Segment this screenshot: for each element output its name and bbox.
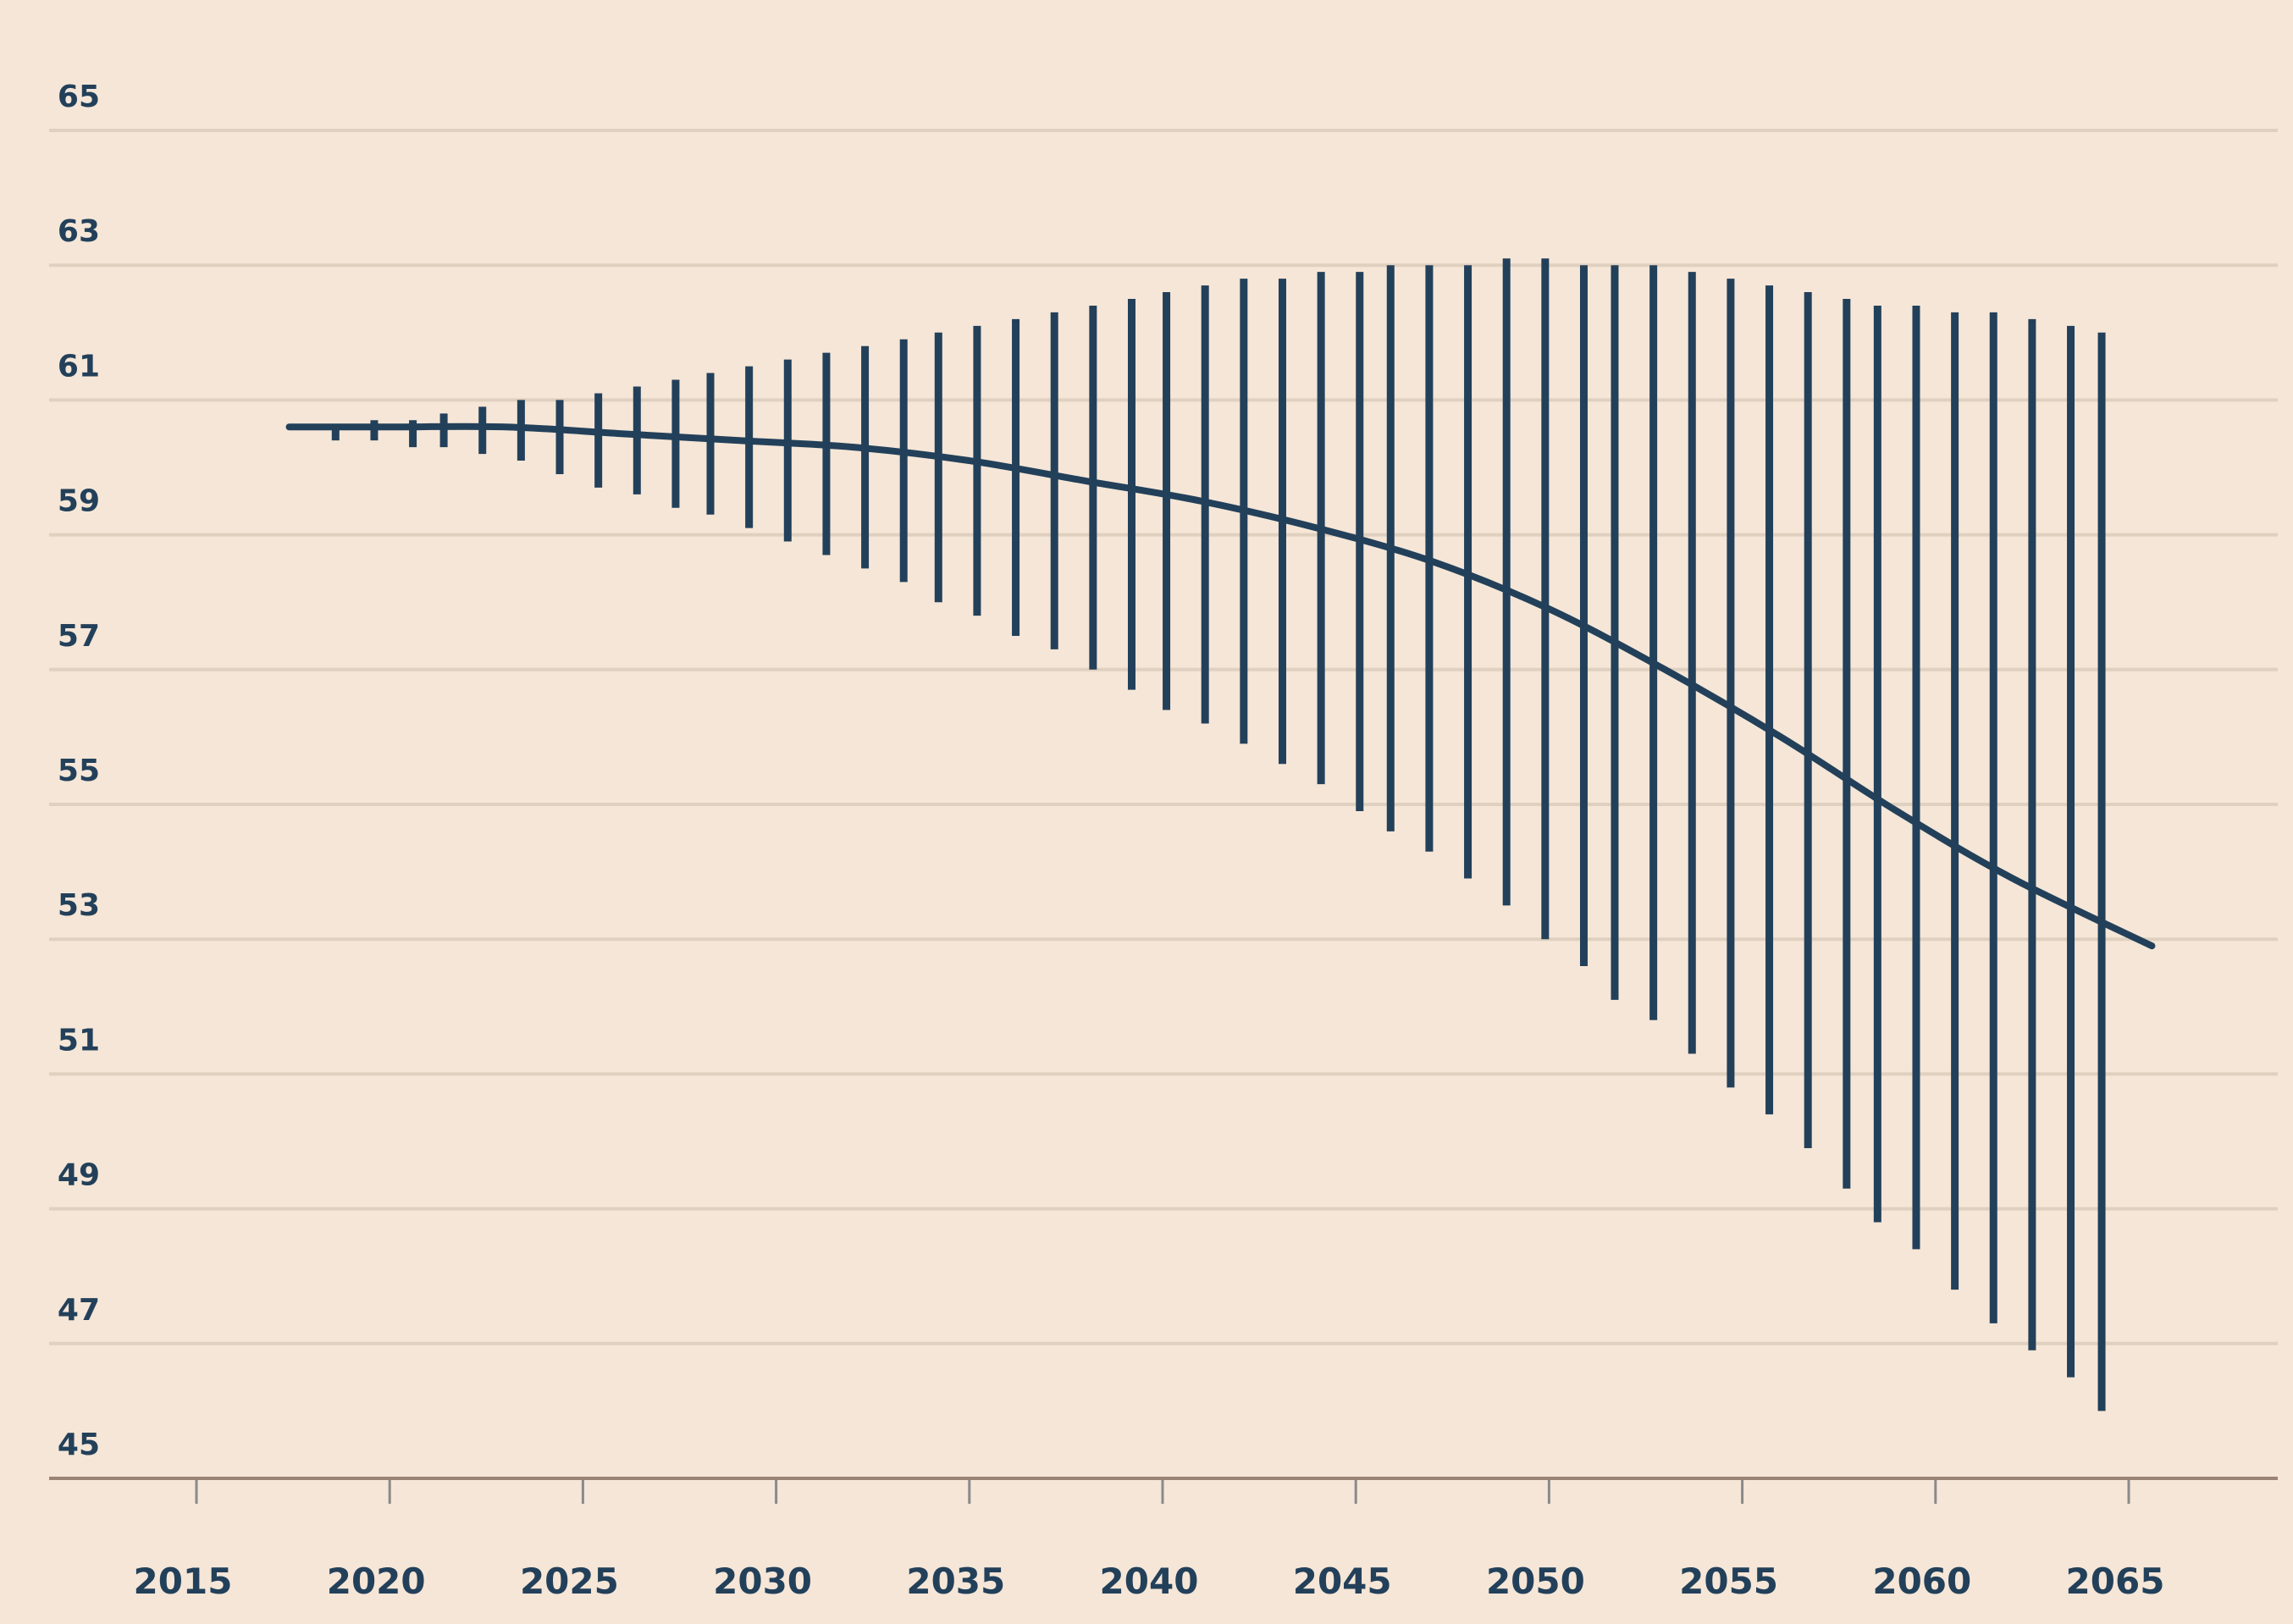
x-tick-label: 2065 <box>2066 1560 2165 1602</box>
y-axis-tick-labels: 45 47 49 51 53 55 57 59 61 63 65 <box>58 80 100 1462</box>
x-tick-label: 2025 <box>520 1560 619 1602</box>
y-tick-label: 47 <box>58 1293 100 1328</box>
central-projection-line <box>285 423 2156 950</box>
y-tick-label: 51 <box>58 1023 100 1058</box>
y-tick-label: 63 <box>58 214 100 249</box>
y-tick-label: 53 <box>58 888 100 923</box>
y-tick-label: 55 <box>58 754 100 788</box>
y-tick-label: 59 <box>58 484 100 519</box>
x-axis: 2015 2020 2025 2030 2035 2040 2045 2050 2055 2060… <box>49 1477 2278 1602</box>
central-line-group <box>285 423 2156 950</box>
y-tick-label: 61 <box>58 349 100 384</box>
x-tick-label: 2030 <box>713 1560 812 1602</box>
x-tick-label: 2060 <box>1872 1560 1971 1602</box>
x-tick-label: 2055 <box>1679 1560 1778 1602</box>
x-tick-label: 2015 <box>134 1560 233 1602</box>
range-bars <box>331 258 2106 1411</box>
y-tick-label: 49 <box>58 1158 100 1193</box>
x-tick-label: 2040 <box>1100 1560 1199 1602</box>
y-tick-label: 57 <box>58 619 100 654</box>
y-tick-label: 65 <box>58 80 100 114</box>
x-tick-label: 2035 <box>906 1560 1005 1602</box>
x-tick-label: 2050 <box>1486 1560 1585 1602</box>
x-tick-label: 2045 <box>1293 1560 1392 1602</box>
x-tick-label: 2020 <box>327 1560 426 1602</box>
y-tick-label: 45 <box>58 1428 100 1462</box>
